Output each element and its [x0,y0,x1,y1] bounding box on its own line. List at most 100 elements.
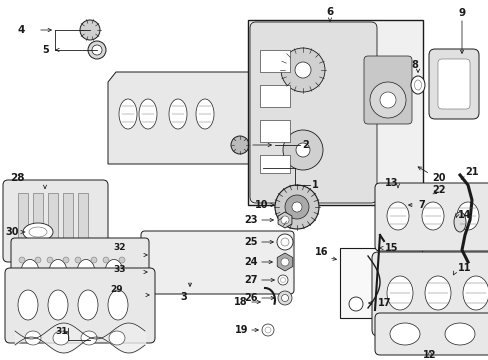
Circle shape [278,291,291,305]
Bar [339,248,421,318]
Text: 1: 1 [311,180,318,190]
Ellipse shape [108,312,124,324]
Text: 30: 30 [5,227,19,237]
Circle shape [35,257,41,263]
Text: 13: 13 [384,178,398,188]
Text: 25: 25 [244,237,258,247]
Bar [63,193,73,249]
Text: 19: 19 [234,325,247,335]
Circle shape [19,281,25,287]
Circle shape [35,281,41,287]
Circle shape [92,45,102,55]
Ellipse shape [421,202,443,230]
Ellipse shape [196,99,214,129]
Ellipse shape [109,331,125,345]
Circle shape [281,48,325,92]
Text: 11: 11 [457,263,470,273]
Polygon shape [108,72,263,164]
Bar [18,193,28,249]
Ellipse shape [18,290,38,320]
Circle shape [88,41,106,59]
Circle shape [274,185,318,229]
FancyBboxPatch shape [141,231,293,294]
Circle shape [264,327,270,333]
Circle shape [47,257,53,263]
Circle shape [103,257,109,263]
Text: 27: 27 [244,275,258,285]
Ellipse shape [410,76,424,94]
Circle shape [281,238,288,246]
Ellipse shape [389,323,419,345]
Ellipse shape [25,331,41,345]
Text: 3: 3 [180,292,186,302]
Bar [33,193,43,249]
Circle shape [63,257,69,263]
Circle shape [63,281,69,287]
Text: 2: 2 [302,140,308,150]
Text: 33: 33 [113,266,125,274]
Text: 31: 31 [55,328,67,337]
Text: 5: 5 [42,45,49,55]
Circle shape [294,62,310,78]
Bar [78,193,88,249]
FancyBboxPatch shape [363,56,411,124]
FancyBboxPatch shape [249,22,376,203]
Text: 17: 17 [377,298,391,308]
FancyBboxPatch shape [374,183,488,251]
Ellipse shape [108,290,128,320]
Ellipse shape [424,276,450,310]
Ellipse shape [386,202,408,230]
Text: 29: 29 [110,285,122,294]
Circle shape [230,136,248,154]
Circle shape [75,257,81,263]
Ellipse shape [23,223,53,241]
Bar [260,120,289,142]
Circle shape [285,195,308,219]
Text: 15: 15 [384,243,398,253]
Bar [260,85,289,107]
Circle shape [47,281,53,287]
Text: 9: 9 [458,8,465,18]
Bar [48,193,58,249]
Text: 28: 28 [10,173,24,183]
Text: 24: 24 [244,257,258,267]
Text: 7: 7 [417,200,424,210]
Polygon shape [278,212,291,228]
FancyBboxPatch shape [5,268,155,343]
FancyBboxPatch shape [371,252,488,336]
Ellipse shape [21,260,39,284]
FancyBboxPatch shape [374,313,488,355]
Circle shape [291,202,302,212]
Polygon shape [277,253,292,271]
FancyBboxPatch shape [437,59,469,109]
Ellipse shape [444,323,474,345]
Circle shape [119,257,125,263]
FancyBboxPatch shape [15,306,145,330]
Circle shape [103,281,109,287]
Circle shape [348,297,362,311]
Ellipse shape [414,80,421,90]
Ellipse shape [453,212,465,232]
Text: 22: 22 [431,185,445,195]
Circle shape [80,20,100,40]
Bar [260,50,289,72]
Ellipse shape [77,260,95,284]
Text: 32: 32 [113,243,125,252]
Circle shape [19,257,25,263]
Ellipse shape [105,260,123,284]
FancyBboxPatch shape [11,238,149,306]
FancyBboxPatch shape [428,49,478,119]
Text: 8: 8 [411,60,418,70]
Bar [247,20,422,205]
Ellipse shape [29,227,47,237]
Circle shape [379,92,395,108]
Text: 26: 26 [244,293,258,303]
Circle shape [276,234,292,250]
Ellipse shape [139,99,157,129]
Text: 20: 20 [431,173,445,183]
Ellipse shape [380,195,404,215]
Text: 23: 23 [244,215,258,225]
Circle shape [119,281,125,287]
Circle shape [281,294,288,302]
Circle shape [295,143,309,157]
